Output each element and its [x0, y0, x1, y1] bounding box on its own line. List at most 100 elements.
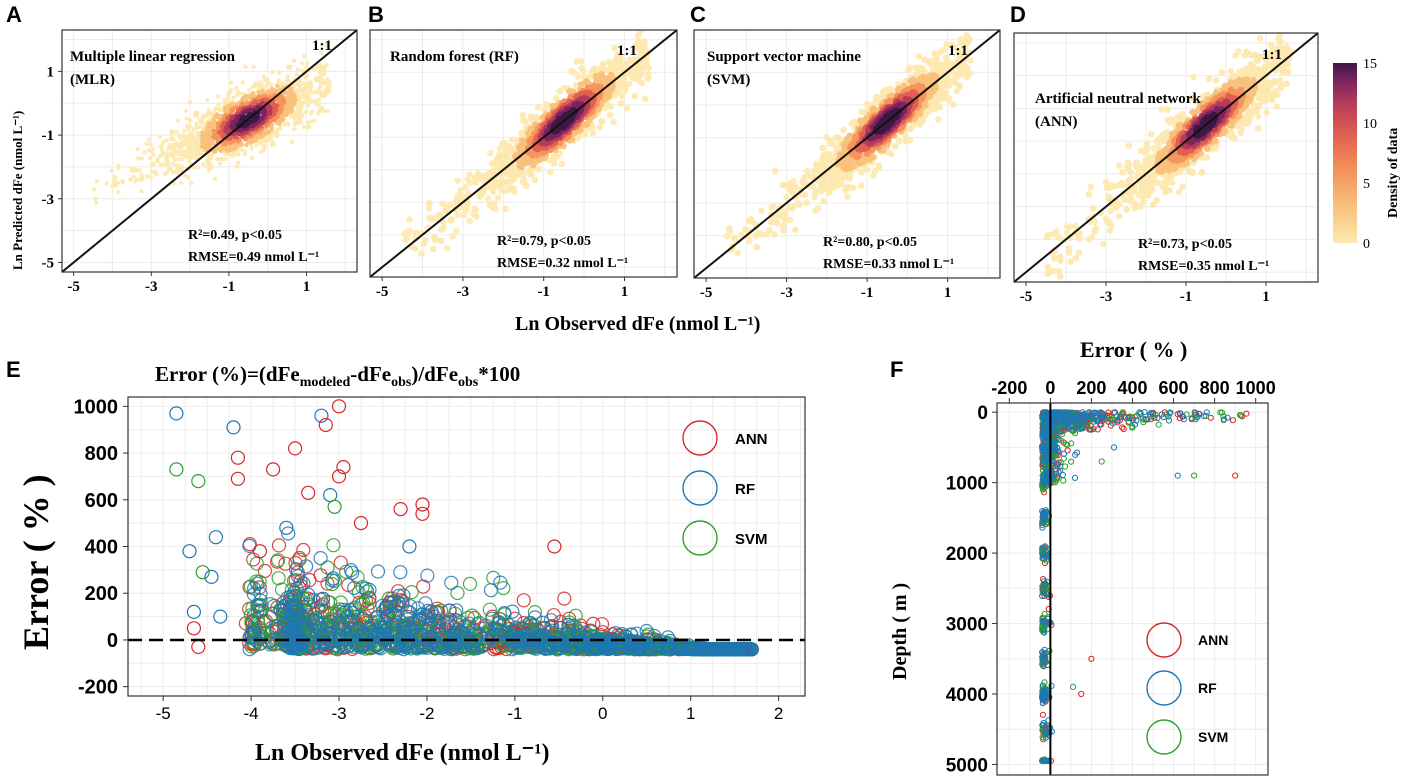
data-point — [231, 95, 236, 100]
data-point — [766, 226, 774, 234]
data-point — [940, 77, 948, 85]
data-point — [264, 82, 270, 87]
data-point — [219, 156, 225, 162]
data-point — [446, 201, 453, 209]
data-point — [317, 70, 323, 75]
panel-letter-a: A — [6, 2, 22, 27]
data-point — [174, 162, 179, 168]
data-point — [251, 64, 256, 70]
data-point — [295, 67, 301, 72]
data-point — [294, 110, 299, 115]
data-point — [723, 232, 731, 240]
data-point — [950, 101, 957, 108]
data-point — [312, 77, 318, 82]
data-point — [306, 125, 311, 130]
data-point — [771, 231, 778, 238]
panel-c-svm: -5 -3 -1 1 — [693, 29, 1001, 301]
y-tick-label: -1 — [42, 128, 55, 144]
data-point — [780, 227, 787, 234]
data-point — [261, 147, 266, 153]
data-point — [1254, 125, 1262, 132]
data-point — [838, 180, 845, 188]
data-point — [191, 127, 197, 132]
data-point — [425, 204, 433, 212]
data-point — [318, 66, 323, 71]
data-point — [189, 155, 195, 160]
data-point — [256, 90, 261, 95]
data-point — [466, 217, 473, 225]
data-point — [1119, 181, 1126, 189]
data-point — [317, 108, 323, 113]
data-point — [186, 175, 191, 180]
data-point — [194, 113, 200, 119]
data-point — [176, 157, 181, 162]
data-point — [1102, 178, 1110, 186]
data-point — [146, 137, 152, 142]
data-point — [936, 49, 944, 56]
data-point — [503, 178, 510, 186]
data-point — [134, 177, 139, 182]
data-point — [570, 69, 577, 76]
data-point — [753, 243, 760, 251]
data-point — [266, 129, 271, 134]
data-point — [1056, 273, 1064, 280]
data-point — [305, 80, 310, 86]
data-point — [324, 86, 329, 92]
data-point — [139, 189, 144, 194]
data-point — [440, 219, 447, 226]
data-point — [581, 131, 589, 138]
data-point — [645, 71, 652, 78]
data-point — [312, 98, 318, 104]
data-point — [179, 157, 185, 162]
data-point — [820, 198, 827, 205]
identity-line — [61, 29, 358, 273]
data-point — [92, 187, 97, 192]
data-point — [300, 61, 305, 66]
data-point — [457, 187, 464, 194]
panel-d-ann: -5 -3 -1 1 — [1013, 32, 1319, 305]
data-point — [1175, 188, 1183, 196]
data-point — [1277, 82, 1285, 89]
data-point — [165, 162, 171, 168]
data-point — [786, 216, 794, 224]
data-point — [93, 200, 99, 205]
data-point — [1253, 57, 1261, 64]
data-point — [1190, 73, 1197, 81]
data-point — [1140, 198, 1147, 205]
data-point — [310, 109, 315, 114]
data-point — [188, 118, 193, 124]
data-point — [953, 87, 960, 95]
data-point — [1115, 162, 1123, 169]
data-point — [183, 173, 188, 178]
data-point — [188, 124, 193, 129]
data-point — [199, 120, 204, 125]
data-point — [520, 177, 528, 184]
data-point — [253, 84, 258, 89]
data-point — [496, 145, 504, 152]
data-point — [490, 188, 497, 196]
data-point — [218, 107, 223, 113]
data-point — [206, 107, 212, 113]
data-point — [226, 97, 231, 102]
data-point — [1262, 55, 1269, 63]
data-point — [275, 84, 280, 89]
data-point — [139, 156, 144, 161]
data-point — [453, 227, 460, 235]
data-point — [1056, 253, 1064, 260]
data-point — [269, 82, 274, 87]
data-point — [943, 40, 950, 48]
data-point — [175, 118, 181, 124]
data-point — [235, 160, 241, 165]
panel-letter-c: C — [690, 2, 706, 27]
data-point — [449, 233, 456, 240]
data-point — [171, 145, 177, 150]
x-tick-label: -1 — [223, 279, 236, 295]
data-point — [251, 91, 256, 96]
data-point — [165, 150, 170, 156]
data-point — [738, 231, 745, 239]
data-point — [181, 128, 187, 134]
data-point — [1205, 75, 1213, 83]
data-point — [495, 194, 502, 201]
data-point — [93, 196, 98, 201]
data-point — [215, 156, 221, 161]
